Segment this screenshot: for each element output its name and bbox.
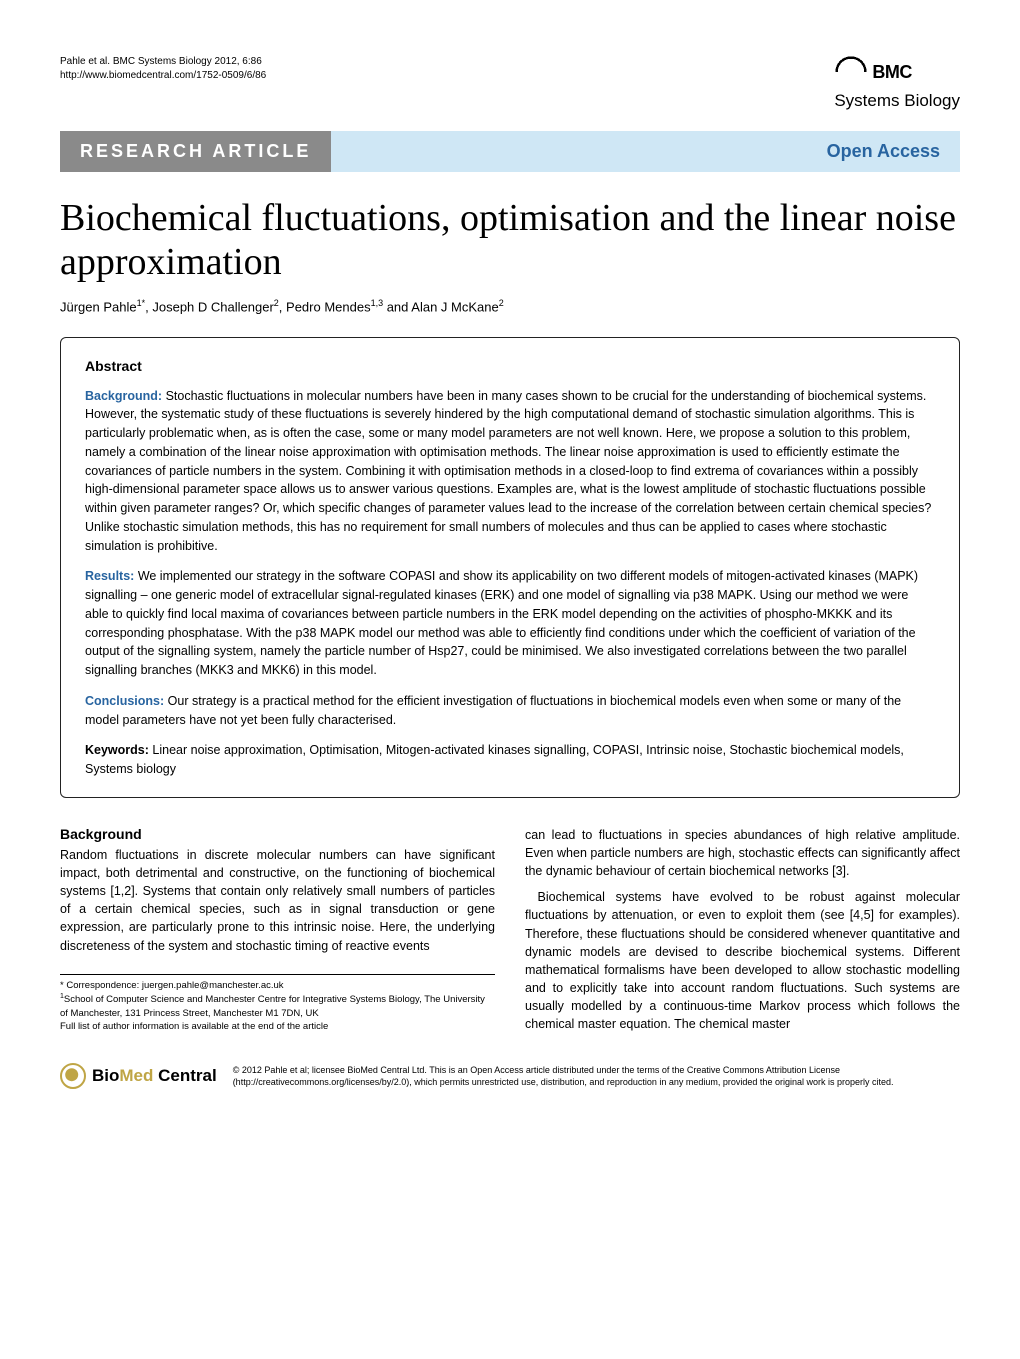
correspondence-email: * Correspondence: juergen.pahle@manchest… [60, 979, 495, 992]
body-para-3: Biochemical systems have evolved to be r… [525, 888, 960, 1033]
article-type-label: RESEARCH ARTICLE [60, 131, 331, 172]
body-para-2: can lead to fluctuations in species abun… [525, 826, 960, 880]
journal-logo: BMC Systems Biology [834, 55, 960, 111]
abstract-results-label: Results: [85, 569, 134, 583]
article-type-banner: RESEARCH ARTICLE Open Access [60, 131, 960, 172]
affiliation-1-text: School of Computer Science and Mancheste… [60, 994, 485, 1018]
license-footer: BioMed Central © 2012 Pahle et al; licen… [60, 1063, 960, 1089]
page-container: Pahle et al. BMC Systems Biology 2012, 6… [0, 0, 1020, 1129]
body-section: Background Random fluctuations in discre… [60, 826, 960, 1033]
body-para-1: Random fluctuations in discrete molecula… [60, 846, 495, 955]
biomed-central-logo: BioMed Central [60, 1063, 217, 1089]
citation-url: http://www.biomedcentral.com/1752-0509/6… [60, 69, 266, 83]
abstract-results: Results: We implemented our strategy in … [85, 567, 935, 680]
biomed-circle-icon [60, 1063, 86, 1089]
central-text: Central [153, 1066, 216, 1085]
bio-text: Bio [92, 1066, 119, 1085]
abstract-box: Abstract Background: Stochastic fluctuat… [60, 337, 960, 798]
abstract-background-text: Stochastic fluctuations in molecular num… [85, 389, 931, 553]
bmc-arc-icon [834, 55, 868, 89]
med-text: Med [119, 1066, 153, 1085]
page-header: Pahle et al. BMC Systems Biology 2012, 6… [60, 55, 960, 111]
abstract-conclusions-text: Our strategy is a practical method for t… [85, 694, 901, 727]
background-heading: Background [60, 826, 495, 842]
author-list: Jürgen Pahle1*, Joseph D Challenger2, Pe… [60, 298, 960, 314]
abstract-conclusions-label: Conclusions: [85, 694, 164, 708]
bmc-logo-text: BMC [872, 62, 912, 83]
citation-line: Pahle et al. BMC Systems Biology 2012, 6… [60, 55, 266, 69]
abstract-heading: Abstract [85, 356, 935, 377]
journal-name: Systems Biology [834, 91, 960, 111]
license-text: © 2012 Pahle et al; licensee BioMed Cent… [233, 1064, 960, 1088]
abstract-keywords-label: Keywords: [85, 743, 149, 757]
bmc-logo-row: BMC [834, 55, 960, 89]
biomed-central-text: BioMed Central [92, 1065, 217, 1088]
open-access-label: Open Access [331, 131, 960, 172]
abstract-keywords-text: Linear noise approximation, Optimisation… [85, 743, 904, 776]
header-citation-block: Pahle et al. BMC Systems Biology 2012, 6… [60, 55, 266, 83]
abstract-conclusions: Conclusions: Our strategy is a practical… [85, 692, 935, 730]
abstract-results-text: We implemented our strategy in the softw… [85, 569, 918, 677]
full-author-list-note: Full list of author information is avail… [60, 1020, 495, 1033]
correspondence-block: * Correspondence: juergen.pahle@manchest… [60, 974, 495, 1033]
article-title: Biochemical fluctuations, optimisation a… [60, 197, 960, 284]
affiliation-1: 1School of Computer Science and Manchest… [60, 992, 495, 1020]
abstract-background-label: Background: [85, 389, 162, 403]
abstract-keywords: Keywords: Linear noise approximation, Op… [85, 741, 935, 779]
abstract-background: Background: Stochastic fluctuations in m… [85, 387, 935, 556]
